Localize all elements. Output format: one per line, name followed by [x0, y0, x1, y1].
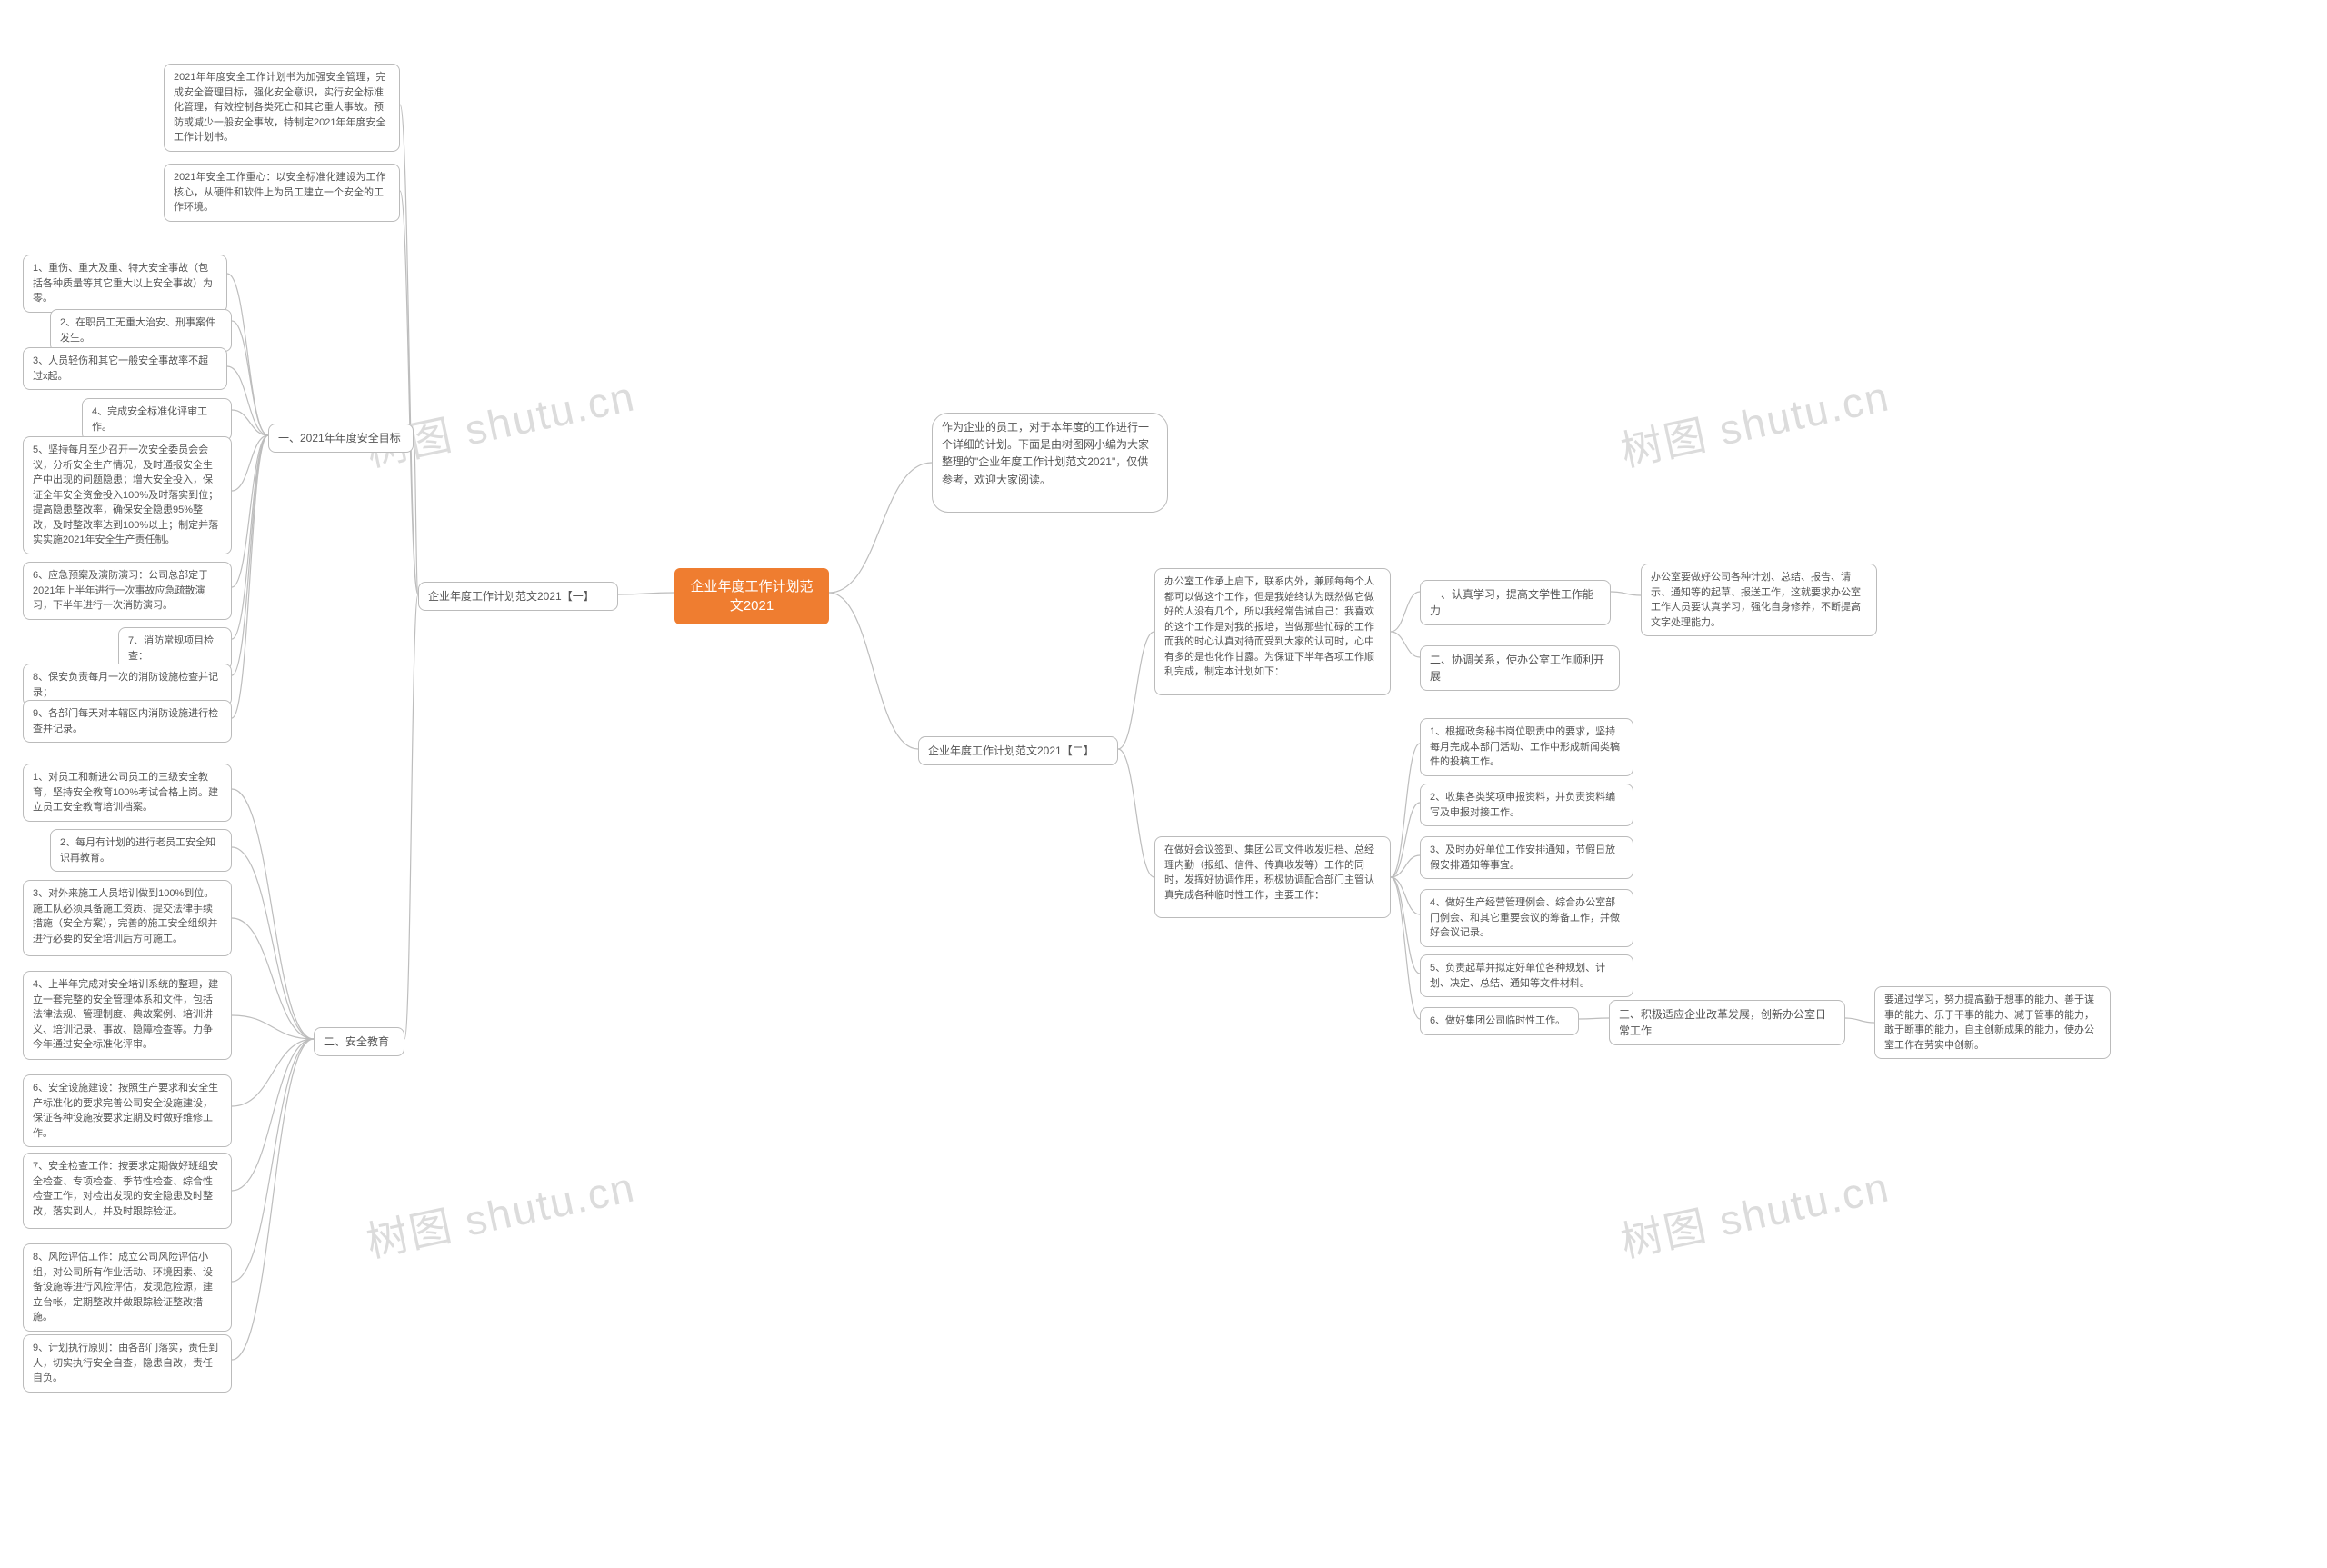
mindmap-node: 2、收集各类奖项申报资料，并负责资料编写及申报对接工作。 [1420, 784, 1633, 826]
watermark: 树图 shutu.cn [1614, 363, 1894, 478]
mindmap-node: 办公室要做好公司各种计划、总结、报告、请示、通知等的起草、报送工作，这就要求办公… [1641, 564, 1877, 636]
mindmap-node: 2、每月有计划的进行老员工安全知识再教育。 [50, 829, 232, 872]
mindmap-node: 企业年度工作计划范文2021【二】 [918, 736, 1118, 765]
mindmap-node: 在做好会议签到、集团公司文件收发归档、总经理内勤（报纸、信件、传真收发等）工作的… [1154, 836, 1391, 918]
mindmap-node: 4、完成安全标准化评审工作。 [82, 398, 232, 441]
mindmap-node: 企业年度工作计划范文2021【一】 [418, 582, 618, 611]
mindmap-node: 4、上半年完成对安全培训系统的整理，建立一套完整的安全管理体系和文件，包括法律法… [23, 971, 232, 1060]
mindmap-node: 5、坚持每月至少召开一次安全委员会会议，分析安全生产情况，及时通报安全生产中出现… [23, 436, 232, 554]
watermark: 树图 shutu.cn [360, 363, 640, 478]
root-node: 企业年度工作计划范文2021 [674, 568, 829, 624]
mindmap-node: 要通过学习，努力提高勤于想事的能力、善于谋事的能力、乐于干事的能力、减于管事的能… [1874, 986, 2111, 1059]
mindmap-node: 6、做好集团公司临时性工作。 [1420, 1007, 1579, 1035]
mindmap-node: 2、在职员工无重大治安、刑事案件发生。 [50, 309, 232, 352]
mindmap-node: 一、认真学习，提高文学性工作能力 [1420, 580, 1611, 625]
mindmap-node: 2021年安全工作重心：以安全标准化建设为工作核心，从硬件和软件上为员工建立一个… [164, 164, 400, 222]
mindmap-node: 3、对外来施工人员培训做到100%到位。施工队必须具备施工资质、提交法律手续措施… [23, 880, 232, 956]
mindmap-node: 1、对员工和新进公司员工的三级安全教育，坚持安全教育100%考试合格上岗。建立员… [23, 764, 232, 822]
mindmap-node: 9、计划执行原则：由各部门落实，责任到人，切实执行安全自查，隐患自改，责任自负。 [23, 1334, 232, 1393]
connector-layer [0, 0, 2327, 1568]
mindmap-node: 6、安全设施建设：按照生产要求和安全生产标准化的要求完善公司安全设施建设，保证各… [23, 1074, 232, 1147]
mindmap-node: 6、应急预案及演防演习：公司总部定于2021年上半年进行一次事故应急疏散演习，下… [23, 562, 232, 620]
mindmap-node: 二、协调关系，使办公室工作顺利开展 [1420, 645, 1620, 691]
mindmap-node: 三、积极适应企业改革发展，创新办公室日常工作 [1609, 1000, 1845, 1045]
watermark: 树图 shutu.cn [360, 1154, 640, 1269]
mindmap-node: 8、风险评估工作：成立公司风险评估小组，对公司所有作业活动、环境因素、设备设施等… [23, 1243, 232, 1332]
mindmap-node: 4、做好生产经营管理例会、综合办公室部门例会、和其它重要会议的筹备工作，并做好会… [1420, 889, 1633, 947]
mindmap-node: 3、人员轻伤和其它一般安全事故率不超过x起。 [23, 347, 227, 390]
mindmap-node: 9、各部门每天对本辖区内消防设施进行检查并记录。 [23, 700, 232, 743]
watermark: 树图 shutu.cn [1614, 1154, 1894, 1269]
mindmap-node: 2021年年度安全工作计划书为加强安全管理，完成安全管理目标，强化安全意识，实行… [164, 64, 400, 152]
mindmap-node: 7、安全检查工作：按要求定期做好班组安全检查、专项检查、季节性检查、综合性检查工… [23, 1153, 232, 1229]
mindmap-node: 3、及时办好单位工作安排通知，节假日放假安排通知等事宜。 [1420, 836, 1633, 879]
mindmap-node: 作为企业的员工，对于本年度的工作进行一个详细的计划。下面是由树图网小编为大家整理… [932, 413, 1168, 513]
mindmap-node: 1、根据政务秘书岗位职责中的要求，坚持每月完成本部门活动、工作中形成新闻类稿件的… [1420, 718, 1633, 776]
mindmap-node: 一、2021年年度安全目标 [268, 424, 414, 453]
mindmap-node: 二、安全教育 [314, 1027, 404, 1056]
mindmap-node: 办公室工作承上启下，联系内外，兼顾每每个人都可以做这个工作，但是我始终认为既然做… [1154, 568, 1391, 695]
mindmap-node: 5、负责起草并拟定好单位各种规划、计划、决定、总结、通知等文件材料。 [1420, 954, 1633, 997]
mindmap-node: 1、重伤、重大及重、特大安全事故（包括各种质量等其它重大以上安全事故）为零。 [23, 255, 227, 313]
